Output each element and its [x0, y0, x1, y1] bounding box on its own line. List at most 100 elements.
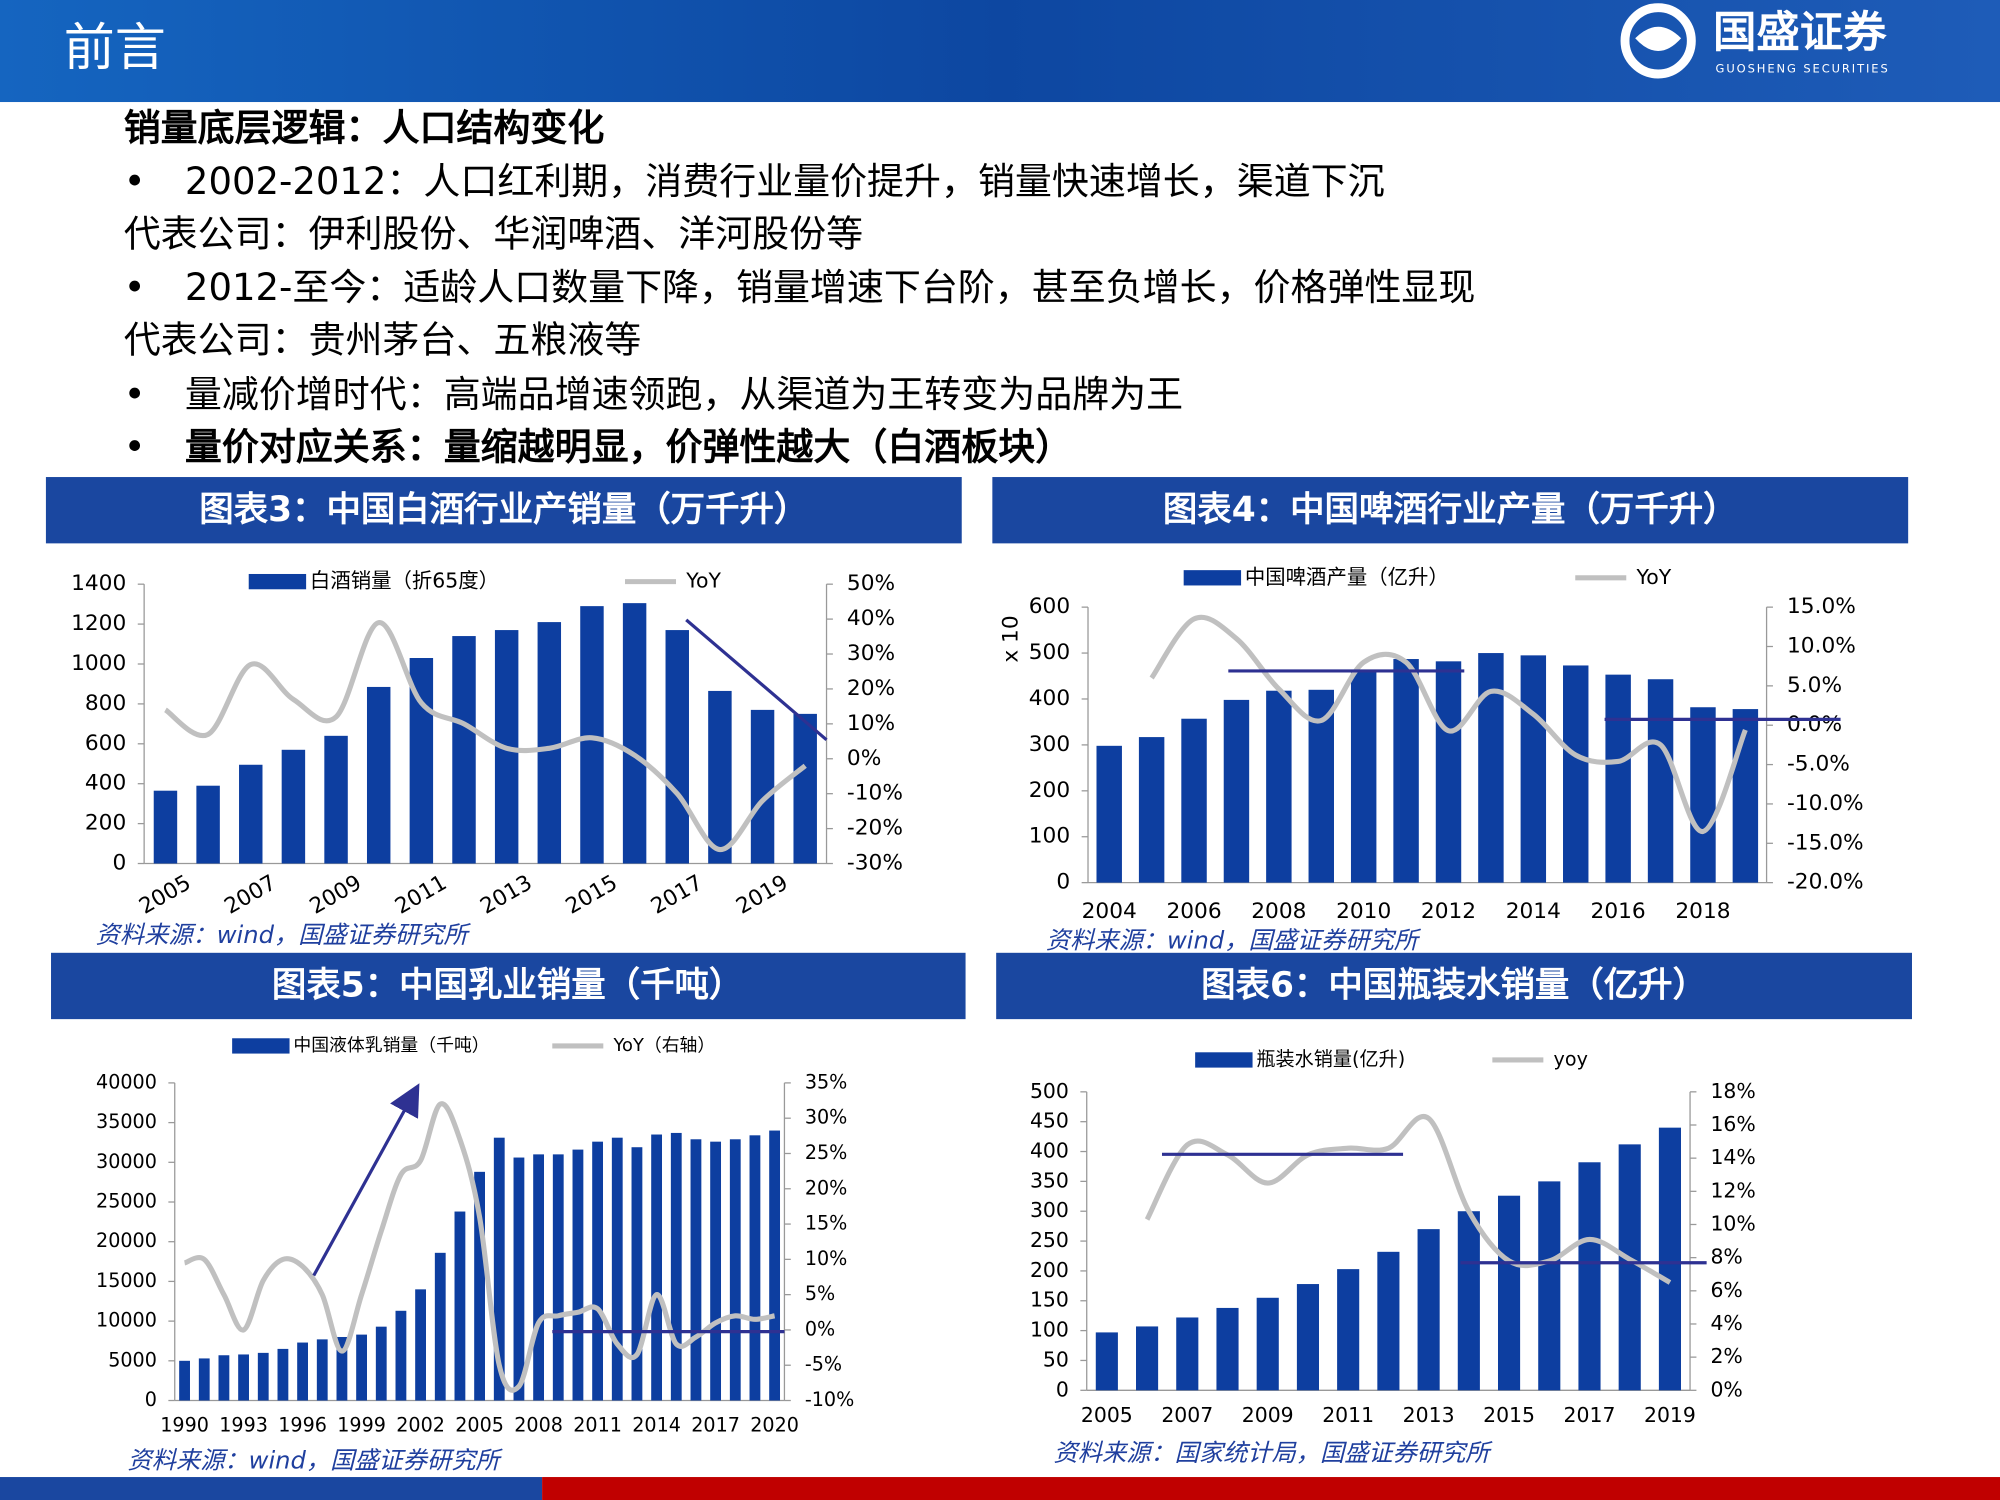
- y2-tick-label: 15%: [805, 1212, 848, 1235]
- x-tick-label: 1990: [160, 1414, 209, 1437]
- bar: [1296, 1284, 1320, 1391]
- x-tick-label: 2020: [750, 1414, 799, 1437]
- y2-tick-label: -20.0%: [1787, 870, 1864, 895]
- y-tick-label: 20000: [96, 1229, 157, 1252]
- bar: [196, 785, 220, 864]
- y-tick-label: 5000: [108, 1348, 157, 1371]
- legend-label: 瓶装水销量(亿升): [1256, 1047, 1405, 1070]
- chart-title-bar: [992, 477, 1909, 544]
- x-tick-label: 2017: [691, 1414, 740, 1437]
- y-tick-label: 35000: [96, 1110, 157, 1133]
- bar: [670, 1132, 682, 1401]
- bar: [1538, 1181, 1561, 1391]
- bar: [198, 1358, 210, 1401]
- x-tick-label: 2007: [220, 870, 280, 919]
- legend-swatch: [248, 573, 307, 590]
- bar: [651, 1134, 663, 1401]
- bar: [1096, 745, 1122, 883]
- y-tick-label: 600: [85, 731, 126, 756]
- y2-tick-label: 0.0%: [1787, 712, 1842, 737]
- bar: [257, 1352, 269, 1401]
- y2-tick-label: -30%: [847, 851, 903, 876]
- legend-label: 中国啤酒产量（亿升）: [1245, 565, 1449, 589]
- bar: [493, 1137, 505, 1401]
- y2-tick-label: 16%: [1710, 1112, 1755, 1136]
- x-tick-label: 2013: [476, 870, 536, 919]
- source-note: 资料来源：wind，国盛证券研究所: [96, 921, 472, 949]
- y2-tick-label: 15.0%: [1787, 594, 1856, 619]
- bar: [356, 1334, 367, 1401]
- x-tick-label: 2015: [562, 870, 622, 919]
- bar: [281, 749, 306, 864]
- bar: [1435, 661, 1462, 883]
- y-tick-label: 10000: [96, 1309, 157, 1332]
- y2-tick-label: 5%: [805, 1282, 835, 1305]
- y-tick-label: 200: [1030, 1258, 1069, 1282]
- x-tick-label: 2011: [1322, 1403, 1374, 1427]
- bar: [1520, 655, 1547, 883]
- yoy-line: [1149, 614, 1748, 835]
- bar: [572, 1149, 584, 1401]
- source-note: 资料来源：wind，国盛证券研究所: [1046, 926, 1422, 954]
- x-tick-label: 2015: [1483, 1403, 1535, 1427]
- x-tick-label: 2005: [135, 870, 195, 919]
- y2-tick-label: 0%: [847, 746, 881, 771]
- bar: [1605, 674, 1631, 883]
- trend-arrow: [312, 1083, 420, 1277]
- y2-tick-label: 0%: [805, 1317, 835, 1340]
- y2-tick-label: 6%: [1710, 1278, 1742, 1302]
- chart-title: 图表4：中国啤酒行业产量（万千升）: [1163, 490, 1738, 530]
- header-title: 前言: [64, 19, 166, 78]
- bar: [533, 1154, 545, 1401]
- bar: [1497, 1195, 1521, 1391]
- bar: [179, 1360, 190, 1401]
- trend-arrow: [685, 618, 828, 742]
- intro-item: 量减价增时代：高端品增速领跑，从渠道为王转变为品牌为王: [185, 373, 1183, 416]
- bar: [415, 1289, 426, 1401]
- bar: [1578, 1162, 1601, 1391]
- bar: [297, 1342, 308, 1401]
- y-tick-label: 15000: [96, 1269, 157, 1292]
- source-note: 资料来源：wind，国盛证券研究所: [128, 1447, 504, 1475]
- chart: 0 50 100 150 200 250 300 350 400 450 500 0% 2% 4% 6% 8%…: [1030, 1047, 1756, 1426]
- bar: [1216, 1307, 1239, 1391]
- y2-tick-label: 10%: [847, 711, 895, 736]
- x-tick-label: 2009: [306, 870, 366, 919]
- y2-tick-label: 10%: [805, 1247, 848, 1270]
- y-tick-label: 200: [1029, 778, 1070, 803]
- y2-tick-label: 5.0%: [1787, 673, 1842, 698]
- x-tick-label: 2014: [1506, 899, 1561, 924]
- y-tick-label: 1400: [71, 571, 126, 596]
- y-tick-label: 0: [112, 851, 126, 876]
- bar: [1457, 1211, 1480, 1391]
- y-tick-label: 600: [1029, 594, 1070, 619]
- x-tick-label: 2004: [1082, 899, 1137, 924]
- chart-title-bar: [51, 952, 966, 1020]
- bar: [336, 1336, 348, 1401]
- bar: [1337, 1269, 1360, 1391]
- legend-swatch: [232, 1038, 290, 1054]
- x-tick-label: 2018: [1675, 899, 1730, 924]
- logo-icon: [1620, 3, 1696, 79]
- chart-title: 图表5：中国乳业销量（千吨）: [272, 966, 743, 1006]
- y2-tick-label: 50%: [847, 571, 895, 596]
- y-tick-label: 400: [1029, 686, 1070, 711]
- bar: [552, 1154, 564, 1401]
- header-bar: [0, 0, 2000, 103]
- y2-tick-label: 0%: [1710, 1377, 1742, 1401]
- x-tick-label: 2010: [1336, 899, 1391, 924]
- intro-item: 量价对应关系：量缩越明显，价弹性越大（白酒板块）: [185, 425, 1072, 468]
- bar: [710, 1141, 722, 1401]
- y-tick-label: 100: [1029, 824, 1070, 849]
- y-tick-label: 300: [1029, 732, 1070, 757]
- y-tick-label: 300: [1030, 1198, 1069, 1222]
- bar: [277, 1348, 289, 1401]
- footer-bar: [0, 1477, 543, 1500]
- bar: [729, 1139, 741, 1401]
- legend-swatch: [1183, 570, 1242, 586]
- bar: [1138, 737, 1165, 883]
- x-tick-label: 1993: [219, 1414, 268, 1437]
- y2-tick-label: 14%: [1710, 1145, 1755, 1169]
- x-tick-label: 2009: [1242, 1403, 1294, 1427]
